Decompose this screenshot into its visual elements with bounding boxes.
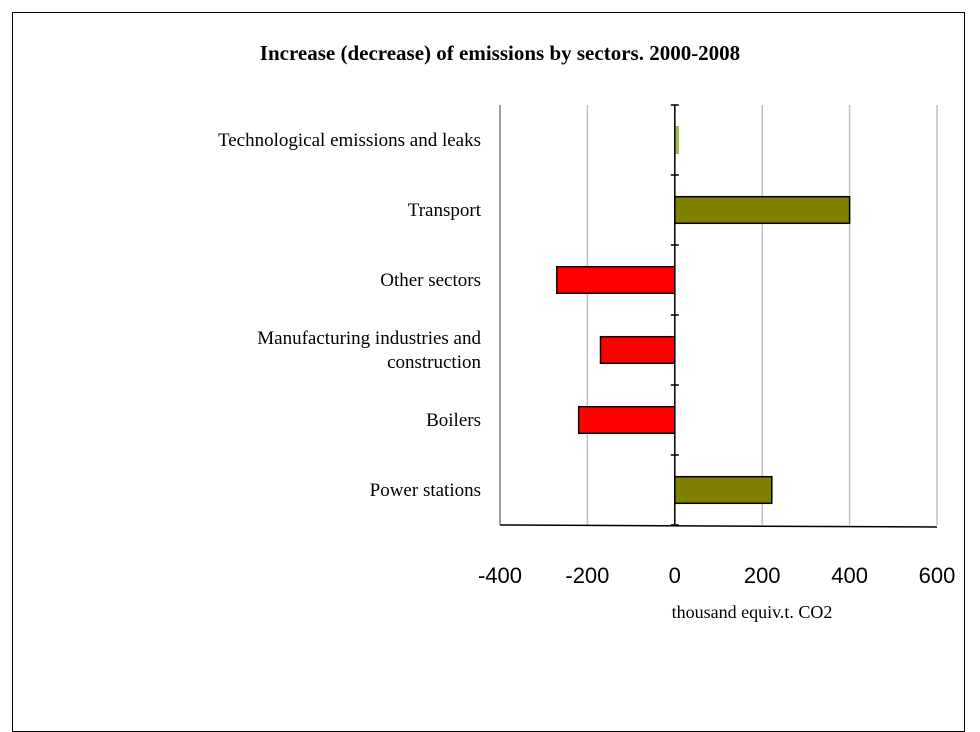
chart-frame (12, 12, 965, 732)
x-tick-label: 600 (919, 563, 956, 588)
gridlines (586, 105, 938, 525)
x-tick-label: 400 (831, 563, 868, 588)
category-label: Manufacturing industries and (257, 328, 481, 349)
category-label: Other sectors (380, 270, 481, 291)
x-axis (499, 524, 938, 528)
bar (577, 405, 676, 435)
category-label: Boilers (426, 410, 481, 431)
x-axis-label: thousand equiv.t. CO2 (672, 602, 833, 622)
category-label: Technological emissions and leaks (218, 130, 481, 151)
bar (599, 335, 676, 365)
bar (674, 475, 773, 505)
bar-chart: Increase (decrease) of emissions by sect… (218, 41, 955, 622)
tick-labels: -400 -200 0 200 400 600 (478, 563, 955, 588)
chart-title: Increase (decrease) of emissions by sect… (260, 41, 740, 65)
x-tick-label: -200 (565, 563, 609, 588)
x-tick-label: 200 (744, 563, 781, 588)
bars (556, 125, 851, 505)
x-tick-label: -400 (478, 563, 522, 588)
bar (674, 195, 851, 225)
category-labels: Technological emissions and leaks Transpo… (218, 130, 482, 501)
category-label: construction (387, 352, 481, 373)
category-label: Power stations (370, 480, 481, 501)
x-tick-label: 0 (669, 563, 681, 588)
axes (499, 104, 938, 528)
bar (556, 265, 676, 295)
category-label: Transport (408, 200, 482, 221)
